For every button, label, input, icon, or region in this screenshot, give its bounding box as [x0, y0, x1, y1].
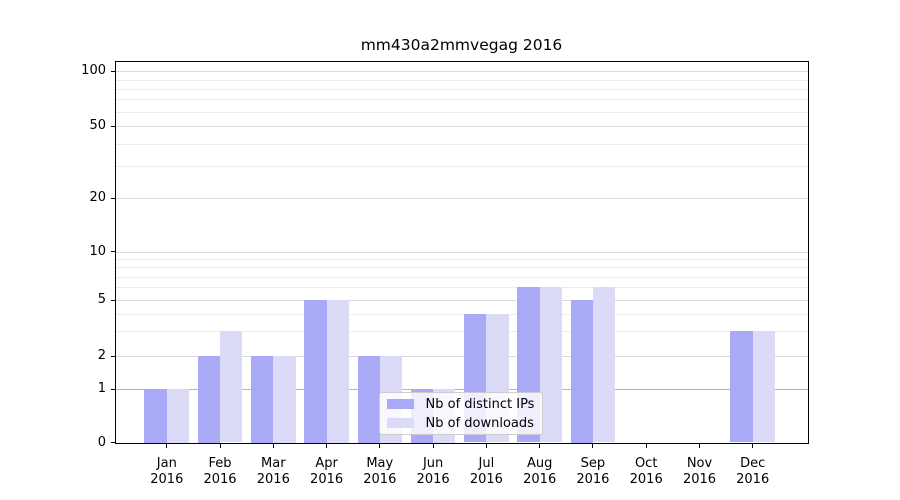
gridline-minor: [115, 287, 808, 289]
x-tick-mark: [272, 443, 274, 448]
x-tick-mark: [539, 443, 541, 448]
x-tick-mark: [592, 443, 594, 448]
x-tick-label: Jun 2016: [416, 455, 450, 487]
y-tick-mark: [110, 251, 115, 253]
gridline-baseline: [115, 389, 808, 390]
legend: Nb of distinct IPs Nb of downloads: [378, 392, 543, 435]
y-tick-label: 1: [97, 381, 106, 396]
gridline-major: [115, 300, 808, 301]
y-tick-label: 5: [97, 292, 106, 307]
y-tick-label: 10: [89, 243, 106, 259]
legend-swatch-downloads: [386, 418, 414, 428]
chart-title: mm430a2mmvegag 2016: [360, 36, 563, 54]
plot-area: Nb of distinct IPs Nb of downloads: [114, 61, 809, 444]
x-tick-mark: [166, 443, 168, 448]
legend-item-distinct-ips: Nb of distinct IPs: [386, 396, 542, 412]
x-tick-mark: [379, 443, 381, 448]
gridline-minor: [115, 276, 808, 278]
gridline-minor: [115, 166, 808, 168]
gridline-major: [115, 251, 808, 253]
x-tick-label: Feb 2016: [203, 455, 237, 487]
x-tick-mark: [752, 443, 754, 448]
legend-label-distinct-ips: Nb of distinct IPs: [425, 396, 535, 412]
y-tick-mark: [110, 125, 115, 127]
x-tick-mark: [432, 443, 434, 448]
x-tick-label: Nov 2016: [682, 455, 717, 487]
bar-downloads: [326, 300, 349, 443]
y-tick-label: 2: [97, 348, 106, 363]
gridline-minor: [115, 111, 808, 113]
bar-distinct-ips: [570, 300, 593, 443]
bar-distinct-ips: [197, 356, 221, 443]
gridline-minor: [115, 143, 808, 145]
bar-distinct-ips: [250, 356, 274, 443]
gridline-minor: [115, 259, 808, 261]
y-tick-mark: [110, 299, 115, 301]
x-tick-label: Dec 2016: [736, 455, 770, 487]
x-tick-mark: [485, 443, 487, 448]
gridline-minor: [115, 331, 808, 333]
x-tick-mark: [326, 443, 328, 448]
bar-downloads: [166, 389, 190, 443]
gridline-minor: [115, 267, 808, 269]
gridline-minor: [115, 88, 808, 90]
legend-swatch-distinct-ips: [386, 399, 414, 409]
x-tick-mark: [219, 443, 221, 448]
bar-distinct-ips: [144, 389, 167, 443]
gridline-minor: [115, 99, 808, 101]
y-tick-mark: [110, 197, 115, 199]
bar-downloads: [220, 331, 243, 443]
gridline-minor: [115, 79, 808, 81]
gridline-major: [115, 71, 808, 73]
bar-downloads: [592, 287, 616, 443]
x-tick-mark: [645, 443, 647, 448]
x-tick-label: Aug 2016: [523, 455, 557, 487]
gridline-major: [115, 356, 808, 357]
x-tick-label: Jul 2016: [469, 455, 503, 487]
x-tick-label: May 2016: [363, 455, 397, 487]
y-tick-mark: [110, 388, 115, 390]
y-tick-mark: [110, 442, 115, 443]
y-tick-mark: [110, 355, 115, 357]
x-tick-mark: [699, 443, 700, 448]
gridline-minor: [115, 313, 808, 315]
y-tick-label: 0: [97, 434, 106, 450]
x-tick-label: Oct 2016: [629, 455, 663, 487]
x-tick-label: Sep 2016: [576, 455, 610, 487]
bar-distinct-ips: [730, 331, 753, 443]
bar-downloads: [273, 356, 296, 443]
x-tick-label: Mar 2016: [256, 455, 290, 487]
bar-downloads: [752, 331, 776, 443]
y-tick-mark: [110, 70, 115, 72]
x-tick-label: Jan 2016: [150, 455, 184, 487]
plot-canvas: [115, 62, 808, 443]
y-tick-label: 100: [81, 63, 106, 79]
gridline-major: [115, 126, 808, 127]
y-tick-label: 50: [89, 118, 106, 133]
x-tick-label: Apr 2016: [310, 455, 344, 487]
y-tick-label: 20: [89, 190, 106, 206]
bar-downloads: [539, 287, 563, 443]
bar-distinct-ips: [357, 356, 380, 443]
gridline-major: [115, 198, 808, 200]
legend-item-downloads: Nb of downloads: [386, 415, 542, 431]
legend-label-downloads: Nb of downloads: [425, 415, 534, 431]
bar-distinct-ips: [304, 300, 327, 443]
